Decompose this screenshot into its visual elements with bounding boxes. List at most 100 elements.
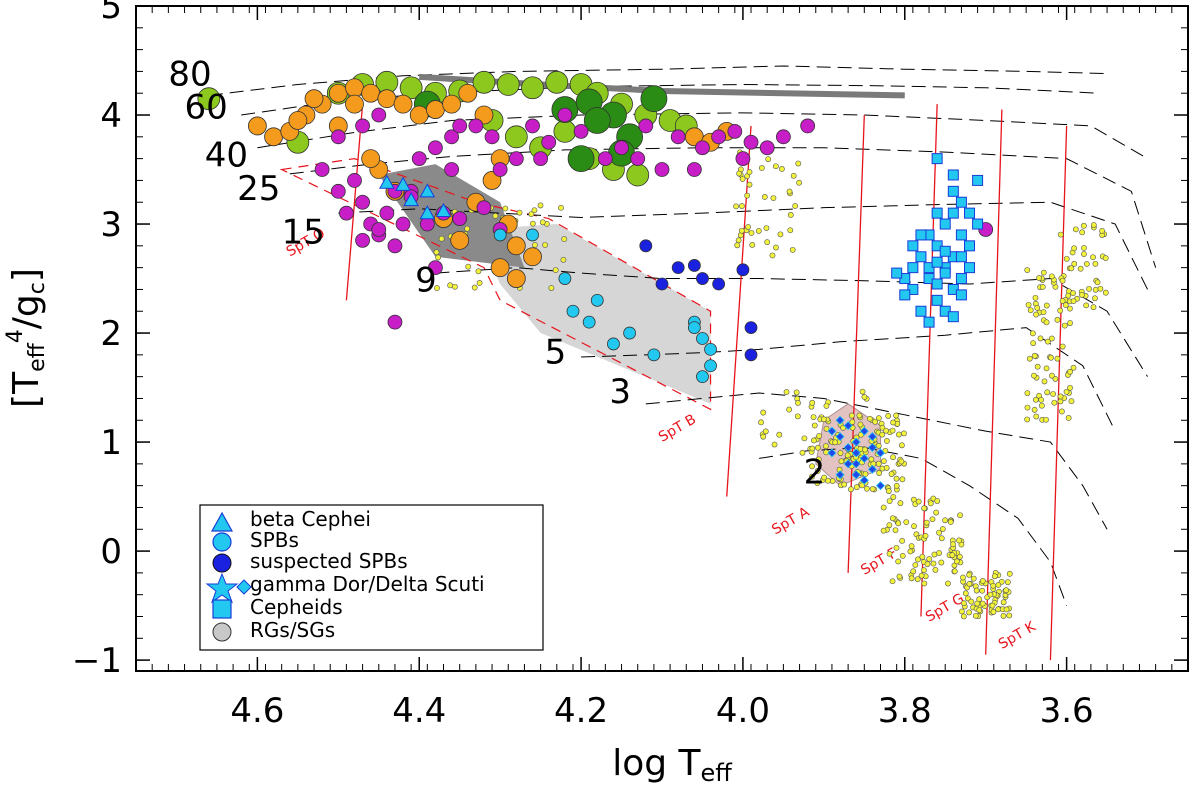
- rgs-sgs-orange-point-9: [393, 94, 413, 114]
- field-dot-452: [786, 188, 793, 195]
- field-dot-512: [799, 449, 806, 456]
- y-tick-label-1: 4: [100, 96, 122, 136]
- field-dot-193: [895, 558, 902, 565]
- field-dot-438: [516, 209, 523, 216]
- suspected-spbs-point-6: [744, 321, 758, 334]
- cepheids-point-11: [955, 196, 967, 208]
- field-dot-519: [823, 403, 830, 409]
- field-dot-365: [1071, 260, 1078, 267]
- field-dot-246: [960, 574, 966, 581]
- rgs-sgs-light-green-point-9: [521, 76, 544, 100]
- rgs-sgs-purple-point-29: [711, 129, 727, 145]
- field-dot-393: [1102, 255, 1109, 262]
- axes: 4.6 4.4 4.2 4.0 3.8 3.6 5 4 3 2 1 0 −1: [72, 0, 1189, 731]
- field-dot-486: [883, 427, 889, 434]
- field-dot-430: [433, 249, 440, 256]
- field-dot-118: [862, 471, 869, 477]
- rgs-sgs-dark-green-point-5: [640, 85, 668, 113]
- field-dot-331: [1062, 302, 1069, 309]
- field-dot-428: [492, 212, 499, 219]
- legend-spbs: SPBs: [250, 528, 299, 552]
- rgs-sgs-purple-point-8: [387, 238, 403, 254]
- rgs-sgs-purple-point-20: [541, 134, 557, 150]
- field-dot-77: [899, 442, 905, 449]
- rgs-sgs-purple-point-28: [695, 140, 710, 156]
- field-dot-197: [924, 561, 931, 568]
- field-dot-249: [968, 598, 975, 605]
- field-dot-38: [811, 422, 818, 429]
- y-tick-label-2: 3: [100, 205, 122, 245]
- field-dot-126: [886, 498, 893, 505]
- field-dot-499: [758, 419, 764, 426]
- field-dot-505: [862, 446, 868, 453]
- field-dot-200: [950, 541, 956, 548]
- field-dot-373: [1090, 222, 1097, 228]
- field-dot-413: [434, 285, 440, 291]
- spbs-point-14: [526, 228, 539, 242]
- rgs-sgs-purple-point-16: [484, 129, 500, 145]
- field-dot-111: [893, 475, 900, 482]
- rgs-sgs-purple-point-17: [492, 162, 508, 177]
- rgs-sgs-purple-point-35: [330, 129, 346, 145]
- field-dot-423: [471, 284, 478, 291]
- field-dot-462: [733, 203, 739, 210]
- field-dot-177: [903, 519, 910, 526]
- mass-label-15: 15: [282, 213, 325, 253]
- rgs-sgs-orange-point-30: [361, 149, 381, 169]
- field-dot-209: [896, 573, 903, 580]
- field-dot-351: [1048, 273, 1055, 280]
- rgs-sgs-purple-point-36: [355, 118, 370, 134]
- gamma-dor-delta-scuti-point-12: [827, 426, 837, 436]
- field-dot-272: [1003, 606, 1010, 613]
- field-dot-379: [1059, 277, 1066, 284]
- field-dot-208: [923, 519, 930, 526]
- field-dot-228: [1000, 613, 1007, 619]
- field-dot-329: [1040, 269, 1047, 276]
- cepheids-point-14: [907, 262, 919, 274]
- field-dot-136: [936, 529, 942, 536]
- field-dot-434: [530, 220, 536, 227]
- field-dot-34: [876, 470, 883, 476]
- field-dot-407: [528, 211, 535, 217]
- spbs-point-4: [590, 293, 604, 307]
- field-dot-457: [796, 179, 803, 186]
- rgs-sgs-purple-point-53: [371, 222, 387, 237]
- rgs-sgs-purple-point-22: [573, 123, 589, 139]
- field-dot-356: [1033, 413, 1040, 420]
- rgs-sgs-orange-point-34: [506, 269, 526, 288]
- cepheids-point-39: [931, 256, 943, 268]
- rgs-sgs-purple-point-19: [525, 118, 540, 134]
- mass-label-40: 40: [205, 135, 248, 175]
- cepheids-point-32: [891, 267, 903, 279]
- spbs-point-0: [493, 228, 507, 242]
- field-dot-518: [760, 409, 767, 416]
- field-dot-320: [1051, 399, 1058, 406]
- mass-label-9: 9: [415, 261, 437, 301]
- rgs-sgs-light-green-point-4: [399, 76, 423, 100]
- field-dot-337: [1040, 309, 1047, 316]
- rgs-sgs-orange-point-32: [450, 230, 470, 250]
- track-2: [759, 447, 1068, 606]
- field-dot-361: [1077, 265, 1084, 272]
- gamma-dor-delta-scuti-point-0: [827, 448, 837, 458]
- legend-square-marker: [212, 599, 232, 619]
- rgs-sgs-orange-point-28: [288, 111, 308, 130]
- field-dot-175: [934, 498, 941, 504]
- field-dot-305: [1061, 322, 1068, 329]
- field-dot-323: [1063, 388, 1070, 395]
- gamma-dor-delta-scuti-point-6: [843, 421, 853, 431]
- cepheids-point-19: [955, 273, 967, 285]
- field-dot-479: [738, 227, 745, 234]
- field-dot-49: [844, 452, 851, 459]
- field-dot-390: [1072, 226, 1079, 233]
- field-dot-388: [1081, 251, 1087, 257]
- x-tick-label-5: 3.6: [1040, 691, 1094, 731]
- rgs-sgs-orange-point-17: [506, 236, 526, 256]
- field-dot-497: [760, 433, 767, 440]
- field-dot-397: [1057, 231, 1064, 238]
- field-dot-257: [979, 578, 986, 584]
- field-dot-128: [893, 544, 900, 551]
- rgs-sgs-purple-point-25: [638, 118, 654, 134]
- gamma-dor-delta-scuti-point-10: [875, 448, 886, 458]
